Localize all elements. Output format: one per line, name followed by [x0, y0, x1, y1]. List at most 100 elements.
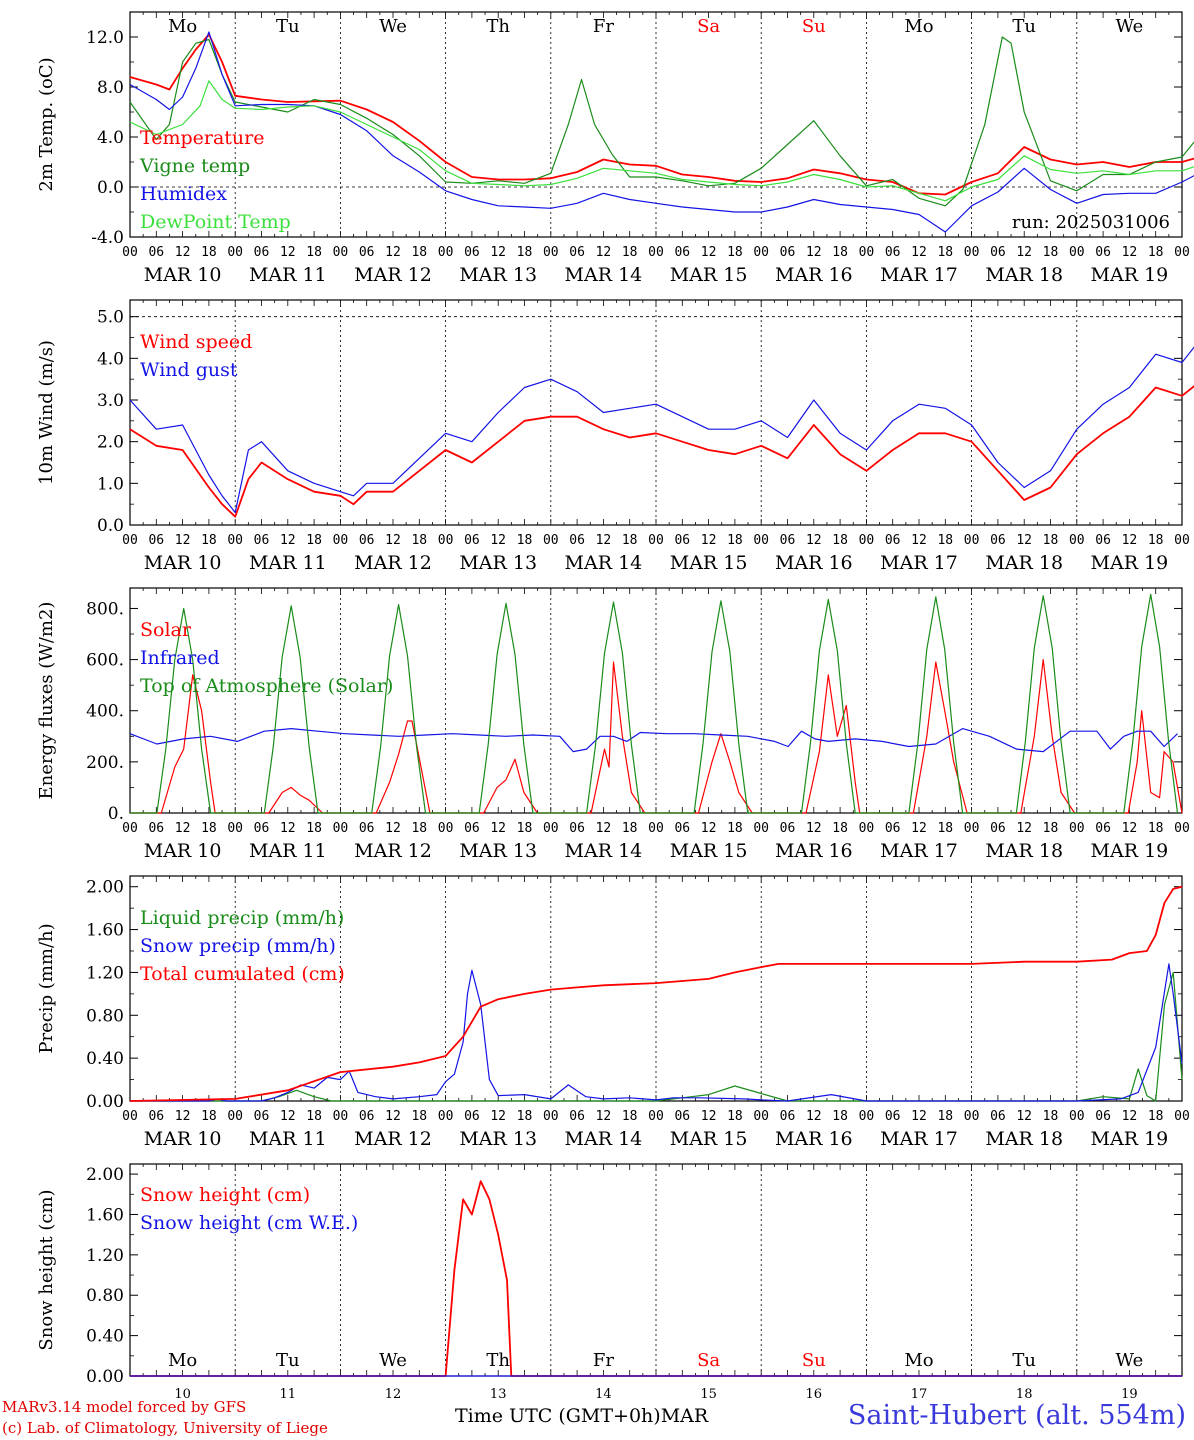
panel-1-weekday-label: Tu: [276, 16, 300, 37]
panel-2-hour-label: 06: [780, 533, 796, 548]
panel-2-hour-label: 06: [1095, 533, 1111, 548]
panel-3-date-label: MAR 16: [775, 840, 853, 862]
panel-2-hour-label: 06: [254, 533, 270, 548]
panel-1-hour-label: 06: [780, 245, 796, 260]
panel-2-hour-label: 06: [148, 533, 164, 548]
panel-3-hour-label: 00: [543, 821, 559, 836]
panel-3-hour-label: 12: [806, 821, 822, 836]
panel-2-hour-label: 00: [333, 533, 349, 548]
panel-3-date-label: MAR 17: [880, 840, 958, 862]
panel-4-hour-label: 06: [359, 1109, 375, 1124]
panel-4-hour-label: 12: [1122, 1109, 1138, 1124]
panel-2-hour-label: 06: [674, 533, 690, 548]
panel-3-hour-label: 12: [1122, 821, 1138, 836]
panel-5-weekday-label: Mo: [904, 1350, 933, 1371]
panel-1-hour-label: 00: [543, 245, 559, 260]
panel-3-date-label: MAR 11: [249, 840, 327, 862]
panel-4-hour-label: 12: [806, 1109, 822, 1124]
panel-1-hour-label: 18: [937, 245, 953, 260]
panel-4-hour-label: 18: [832, 1109, 848, 1124]
panel-5-weekday-label: Mo: [168, 1350, 197, 1371]
panel-1-date-label: MAR 19: [1091, 264, 1169, 286]
panel-1-hour-label: 00: [753, 245, 769, 260]
panel-4-y-axis-label: Precip (mm/h): [36, 923, 57, 1053]
panel-3-hour-label: 18: [306, 821, 322, 836]
panel-4-hour-label: 06: [674, 1109, 690, 1124]
panel-2-hour-label: 06: [990, 533, 1006, 548]
panel-3-hour-label: 12: [596, 821, 612, 836]
panel-3-hour-label: 00: [438, 821, 454, 836]
panel-3-hour-label: 18: [1043, 821, 1059, 836]
panel-2-y-tick-label: 5.0: [97, 308, 124, 328]
panel-4-legend-entry: Snow precip (mm/h): [140, 935, 336, 957]
panel-3-date-label: MAR 18: [985, 840, 1063, 862]
panel-3-hour-label: 18: [832, 821, 848, 836]
panel-2-series-line: [129, 346, 1194, 514]
panel-3-hour-label: 00: [1069, 821, 1085, 836]
panel-1-date-label: MAR 14: [565, 264, 643, 286]
panel-3-y-axis-label: Energy fluxes (W/m2): [36, 602, 57, 800]
panel-1-weekday-label: Mo: [904, 16, 933, 37]
panel-2-legend-entry: Wind speed: [140, 331, 252, 353]
panel-1-weekday-label: Fr: [593, 16, 614, 37]
panel-4-series-line: [130, 963, 1183, 1102]
panel-4-hour-label: 18: [306, 1109, 322, 1124]
panel-2-hour-label: 12: [175, 533, 191, 548]
panel-4-date-label: MAR 17: [880, 1128, 958, 1150]
panel-1-hour-label: 00: [122, 245, 138, 260]
panel-1-hour-label: 18: [832, 245, 848, 260]
panel-4-hour-label: 06: [464, 1109, 480, 1124]
panel-3-date-label: MAR 19: [1091, 840, 1169, 862]
panel-5-weekday-label: Sa: [697, 1350, 720, 1371]
panel-3-hour-label: 00: [122, 821, 138, 836]
panel-3-hour-label: 06: [885, 821, 901, 836]
panel-2-date-label: MAR 13: [459, 552, 537, 574]
panel-5-y-tick-label: 1.20: [86, 1246, 124, 1266]
panel-2-hour-label: 06: [569, 533, 585, 548]
model-credit: MARv3.14 model forced by GFS: [2, 1398, 247, 1416]
panel-3-hour-label: 18: [411, 821, 427, 836]
panel-4-hour-label: 18: [517, 1109, 533, 1124]
panel-2-hour-label: 06: [464, 533, 480, 548]
panel-5-weekday-label: Tu: [276, 1350, 300, 1371]
panel-1-y-tick-label: 8.0: [97, 78, 124, 98]
panel-1-hour-label: 00: [964, 245, 980, 260]
panel-4-date-label: MAR 16: [775, 1128, 853, 1150]
panel-3-hour-label: 18: [517, 821, 533, 836]
panel-5-y-tick-label: 0.00: [86, 1367, 124, 1387]
panel-3-series-line: [129, 728, 1178, 753]
panel-3-date-label: MAR 14: [565, 840, 643, 862]
panel-4-hour-label: 18: [622, 1109, 638, 1124]
panel-3-hour-label: 18: [201, 821, 217, 836]
panel-3-hour-label: 00: [227, 821, 243, 836]
panel-5-day-number-label: 19: [1121, 1387, 1138, 1400]
panel-1-series-line: [129, 33, 1194, 196]
panel-2-date-label: MAR 18: [985, 552, 1063, 574]
panel-1-hour-label: 18: [201, 245, 217, 260]
panel-1-hour-label: 18: [727, 245, 743, 260]
panel-2-hour-label: 12: [385, 533, 401, 548]
panel-2-hour-label: 00: [753, 533, 769, 548]
panel-1-legend-entry: Humidex: [140, 183, 227, 205]
panel-4-date-label: MAR 18: [985, 1128, 1063, 1150]
panel-2-hour-label: 12: [1122, 533, 1138, 548]
panel-5-day-number-label: 17: [911, 1387, 928, 1400]
meteogram: 12.0 8.0 4.0 0.0 -4.0 2m Temp. (oC) 00 06 12 18 00…: [36, 11, 1194, 1400]
panel-1-hour-label: 06: [148, 245, 164, 260]
panel-5-y-tick-label: 1.60: [86, 1205, 124, 1225]
panel-2-hour-label: 12: [806, 533, 822, 548]
panel-3-hour-label: 00: [333, 821, 349, 836]
panel-4-hour-label: 06: [148, 1109, 164, 1124]
panel-3-y-tick-label: 600.: [86, 651, 124, 671]
panel-4-hour-label: 12: [280, 1109, 296, 1124]
panel-1-hour-label: 06: [674, 245, 690, 260]
panel-4-date-label: MAR 14: [565, 1128, 643, 1150]
panel-4-legend-entry: Liquid precip (mm/h): [140, 907, 344, 929]
panel-2-hour-label: 00: [648, 533, 664, 548]
panel-4-legend-entry: Total cumulated (cm): [140, 963, 345, 985]
panel-4-hour-label: 12: [701, 1109, 717, 1124]
station-label: Saint-Hubert (alt. 554m): [847, 1400, 1186, 1431]
panel-3-series-line: [130, 593, 1179, 814]
panel-5-y-tick-label: 2.00: [86, 1165, 124, 1185]
panel-1-hour-label: 06: [359, 245, 375, 260]
